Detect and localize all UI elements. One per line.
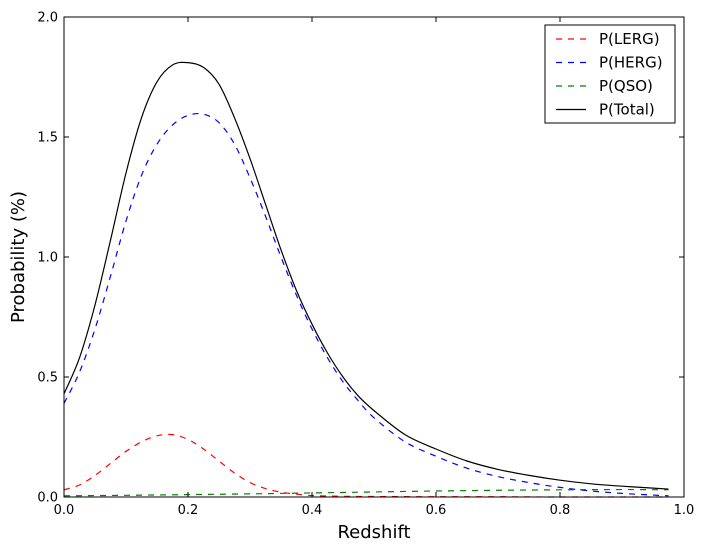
x-tick-label: 0.6 (426, 503, 447, 518)
legend-label-p-total: P(Total) (599, 101, 655, 119)
legend-label-p-qso: P(QSO) (599, 77, 653, 95)
x-axis-label: Redshift (337, 522, 410, 543)
y-tick-label: 0.0 (37, 491, 58, 506)
legend-label-p-lerg: P(LERG) (599, 30, 660, 48)
legend-box (544, 24, 676, 124)
legend: P(LERG) P(HERG) P(QSO) P(Total) (544, 24, 676, 124)
y-tick-label: 1.5 (37, 131, 58, 146)
y-axis-label: Probability (%) (8, 191, 29, 323)
series-line-p-herg (63, 112, 669, 497)
series-line-p-total (63, 61, 669, 490)
y-tick-label: 2.0 (37, 11, 58, 26)
y-tick-label: 0.5 (37, 371, 58, 386)
x-tick-label: 0.2 (178, 503, 199, 518)
x-tick-label: 1.0 (674, 503, 695, 518)
x-tick-label: 0.8 (550, 503, 571, 518)
x-tick-label: 0.4 (302, 503, 323, 518)
x-tick-label: 0.0 (54, 503, 75, 518)
legend-label-p-herg: P(HERG) (599, 54, 663, 72)
y-tick-label: 1.0 (37, 251, 58, 266)
